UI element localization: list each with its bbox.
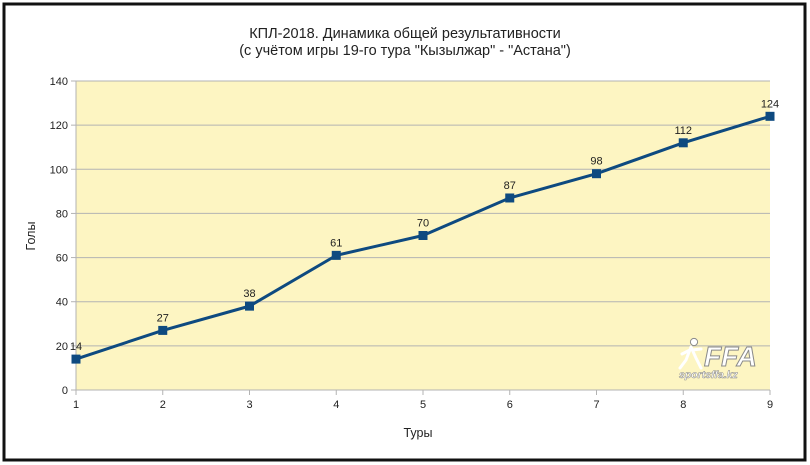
x-axis-label: Туры (404, 426, 433, 440)
data-point-1 (158, 325, 168, 335)
data-label-1: 27 (157, 312, 169, 324)
x-tick-label-0: 1 (73, 399, 79, 411)
x-tick-label-8: 9 (767, 399, 773, 411)
data-point-0 (71, 354, 81, 364)
data-label-8: 124 (761, 98, 779, 110)
y-tick-label-2: 40 (56, 297, 68, 309)
x-tick-label-4: 5 (420, 399, 426, 411)
data-label-2: 38 (243, 288, 255, 300)
data-label-6: 98 (590, 156, 602, 168)
data-point-7 (678, 138, 688, 148)
data-label-5: 87 (504, 180, 516, 192)
x-tick-label-2: 3 (246, 399, 252, 411)
x-tick-label-1: 2 (160, 399, 166, 411)
y-tick-label-3: 60 (56, 253, 68, 265)
y-axis-ticks: 0 20 40 60 80 100 120 140 (50, 76, 76, 397)
y-tick-label-1: 20 (56, 341, 68, 353)
y-tick-label-7: 140 (50, 76, 68, 88)
data-point-5 (505, 193, 515, 203)
data-label-0: 14 (70, 341, 82, 353)
y-tick-label-4: 80 (56, 208, 68, 220)
x-axis-ticks: 1 2 3 4 5 6 7 8 9 (73, 390, 773, 411)
runner-icon (678, 337, 703, 370)
y-axis-label: Голы (24, 222, 38, 251)
x-tick-label-7: 8 (680, 399, 686, 411)
gridlines (75, 80, 770, 391)
data-labels: 14 27 38 61 70 87 98 112 124 (70, 98, 779, 353)
x-tick-label-6: 7 (593, 399, 599, 411)
watermark-site: sportsffa.kz (679, 369, 738, 381)
series-markers (71, 111, 775, 364)
y-tick-label-6: 120 (50, 120, 68, 132)
data-point-6 (592, 169, 601, 179)
data-point-2 (245, 301, 254, 311)
watermark-logo: FFA (704, 341, 757, 372)
data-label-3: 61 (330, 237, 342, 249)
data-point-8 (765, 111, 775, 121)
x-tick-label-3: 4 (333, 399, 339, 411)
chart-title: КПЛ-2018. Динамика общей результативност… (249, 26, 561, 42)
data-label-7: 112 (674, 125, 692, 137)
data-point-3 (331, 250, 341, 260)
y-tick-label-0: 0 (62, 385, 68, 397)
data-label-4: 70 (417, 218, 429, 230)
x-tick-label-5: 6 (507, 399, 513, 411)
chart-subtitle: (с учётом игры 19-го тура "Кызылжар" - "… (239, 43, 571, 59)
data-point-4 (418, 231, 428, 240)
y-tick-label-5: 100 (50, 164, 68, 176)
ffa-watermark: FFA sportsffa.kz (678, 337, 757, 381)
